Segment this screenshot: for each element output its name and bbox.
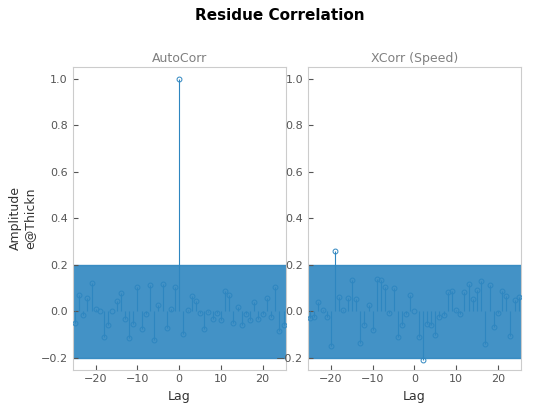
Text: Residue Correlation: Residue Correlation (195, 8, 365, 24)
X-axis label: Lag: Lag (168, 390, 190, 403)
Y-axis label: Amplitude
e@Thickn: Amplitude e@Thickn (8, 186, 36, 250)
Title: XCorr (Speed): XCorr (Speed) (371, 52, 458, 65)
X-axis label: Lag: Lag (403, 390, 426, 403)
Title: AutoCorr: AutoCorr (152, 52, 207, 65)
